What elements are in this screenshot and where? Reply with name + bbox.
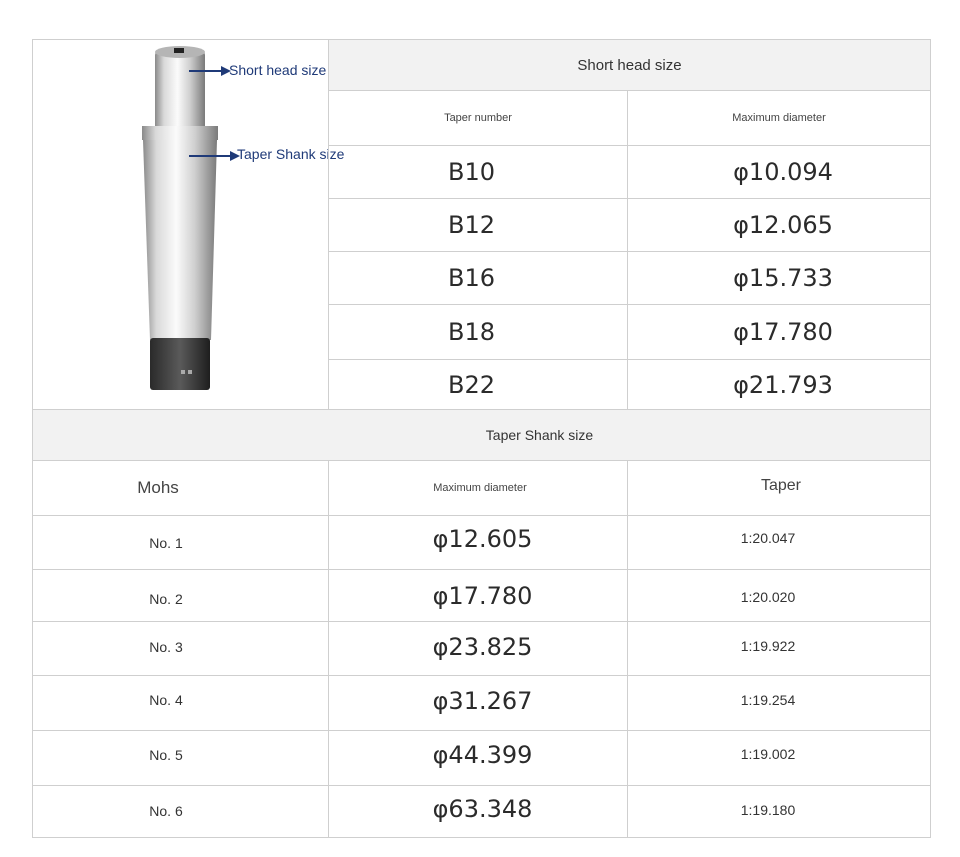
photo-divider: [328, 40, 329, 409]
max-diameter-cell: φ15.733: [733, 264, 833, 292]
taper-cell: 1:19.254: [740, 692, 796, 708]
max-diameter-cell: φ17.780: [733, 318, 833, 346]
mohs-cell: No. 5: [149, 747, 183, 763]
spec-table-frame: [32, 39, 931, 838]
callout-short-head: Short head size: [229, 62, 327, 78]
tang-shape: [150, 338, 210, 390]
mohs-cell: No. 6: [149, 803, 183, 819]
taper-number-cell: B10: [447, 158, 495, 186]
max-diameter-cell: φ44.399: [432, 741, 533, 769]
taper-number-cell: B12: [447, 211, 495, 239]
taper-number-cell: B16: [447, 264, 495, 292]
taper-cell: 1:19.922: [740, 638, 796, 654]
short-head-title: Short head size: [577, 56, 682, 74]
short-head-title-band: [329, 40, 930, 90]
mohs-cell: No. 2: [149, 591, 183, 607]
taper-cell: 1:19.002: [740, 746, 796, 762]
taper-number-cell: B22: [447, 371, 495, 399]
max-diameter-cell: φ23.825: [432, 633, 533, 661]
header-max-diameter-shank: Maximum diameter: [433, 482, 527, 494]
callout-taper-shank: Taper Shank size: [237, 146, 345, 162]
taper-cell: 1:20.047: [740, 529, 796, 546]
max-diameter-cell: φ12.605: [432, 525, 533, 553]
taper-shank-title: Taper Shank size: [485, 427, 594, 443]
max-diameter-cell: φ12.065: [733, 211, 833, 239]
max-diameter-cell: φ63.348: [432, 795, 533, 823]
taper-number-cell: B18: [447, 318, 495, 346]
arbor-photo: [142, 46, 240, 390]
mohs-cell: No. 4: [149, 692, 183, 708]
mohs-cell: No. 3: [149, 639, 183, 655]
max-diameter-cell: φ10.094: [733, 158, 833, 186]
max-diameter-cell: φ31.267: [432, 687, 533, 715]
header-max-diameter-head: Maximum diameter: [732, 112, 826, 124]
taper-shank-title-band: [33, 410, 930, 460]
taper-cell: 1:19.180: [740, 802, 796, 818]
short-head-col-divider: [627, 90, 628, 409]
taper-shank-shape: [143, 140, 217, 340]
max-diameter-cell: φ17.780: [432, 582, 533, 610]
header-mohs: Mohs: [137, 478, 179, 497]
header-taper-number: Taper number: [444, 112, 512, 124]
header-taper: Taper: [760, 477, 802, 494]
short-head-shape: [155, 50, 205, 138]
taper-cell: 1:20.020: [740, 589, 796, 605]
mohs-cell: No. 1: [149, 534, 183, 551]
max-diameter-cell: φ21.793: [733, 371, 833, 399]
